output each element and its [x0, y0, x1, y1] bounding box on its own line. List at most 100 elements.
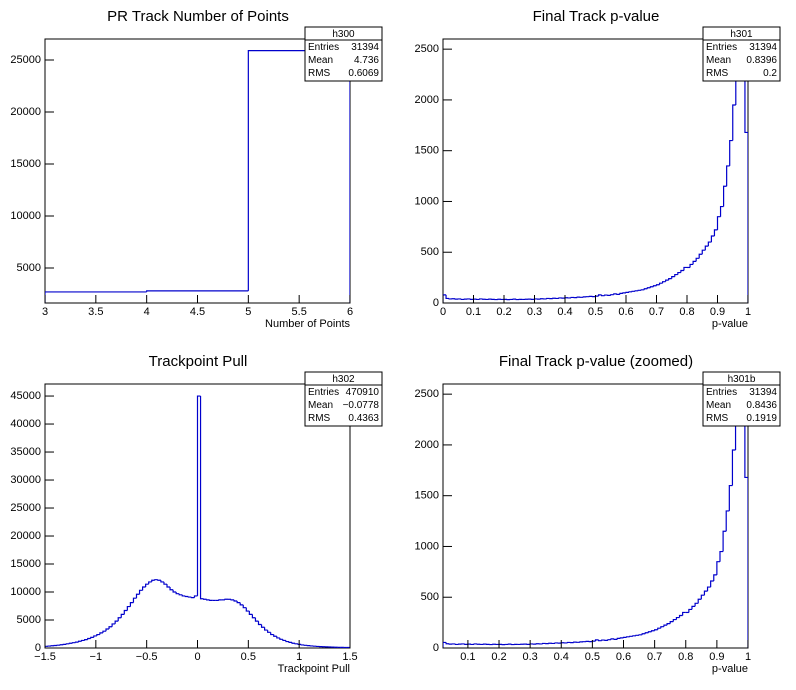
histogram-bin — [649, 286, 654, 288]
x-tick-label: 0.7 — [649, 306, 664, 318]
histogram-bin — [264, 627, 268, 631]
x-tick-label: 6 — [347, 306, 353, 318]
y-tick-label: 40000 — [10, 418, 41, 430]
histogram-bin — [674, 273, 678, 277]
histogram-bin — [196, 395, 201, 596]
x-tick-label: 0.9 — [709, 651, 724, 663]
histogram-bin — [601, 639, 605, 641]
histogram-bin — [672, 618, 677, 622]
x-axis-label: Trackpoint Pull — [278, 663, 350, 675]
x-tick-label: 0 — [440, 306, 446, 318]
histogram-bin — [742, 0, 745, 9]
histogram-bin — [193, 595, 198, 598]
x-tick-label: 0.1 — [466, 306, 481, 318]
plot-area — [45, 50, 350, 303]
plot-area — [45, 395, 350, 648]
frame — [442, 38, 749, 304]
x-tick-label: 0.3 — [527, 306, 542, 318]
x-tick-label: 0 — [194, 651, 200, 663]
x-tick-label: 0.5 — [585, 651, 600, 663]
histogram-bin — [138, 589, 143, 595]
histogram-bin — [157, 579, 161, 581]
histogram-bin — [631, 290, 636, 292]
chart-title: Final Track p-value (zoomed) — [499, 353, 693, 370]
stats-value: 470910 — [346, 387, 380, 398]
y-tick-label: 35000 — [10, 446, 41, 458]
histogram-bin — [224, 598, 228, 600]
histogram-bin — [619, 637, 624, 639]
y-tick-label: 500 — [421, 246, 439, 258]
histogram-bin — [677, 271, 681, 275]
histogram-bin — [190, 597, 195, 599]
histogram-bin — [282, 639, 286, 642]
y-tick-label: 25000 — [10, 54, 41, 66]
y-tick-label: 2000 — [415, 94, 439, 106]
histogram-bin — [716, 561, 720, 575]
histogram-bin — [184, 595, 189, 598]
histogram-bin — [77, 640, 82, 643]
stats-label: Mean — [308, 55, 333, 66]
histogram-bin — [637, 289, 642, 291]
histogram-bin — [267, 630, 271, 633]
histogram-bin — [647, 631, 652, 633]
histogram-bin — [671, 276, 675, 279]
stats-label: Mean — [706, 55, 731, 66]
histogram-bin — [662, 281, 666, 284]
stats-value: 31394 — [749, 42, 777, 53]
histogram-bin — [242, 604, 247, 609]
histogram-bin — [273, 634, 277, 637]
histogram-bin — [716, 216, 721, 230]
stats-value: 31394 — [749, 387, 777, 398]
y-tick-label: 2500 — [415, 388, 439, 400]
stats-label: RMS — [308, 413, 331, 424]
x-tick-label: 0.8 — [679, 306, 694, 318]
histogram-bin — [81, 639, 85, 642]
histogram-bin — [460, 298, 465, 301]
histogram-bin — [454, 643, 459, 646]
histogram-bin — [683, 266, 687, 271]
x-tick-label: 0.9 — [710, 306, 725, 318]
x-tick-label: 0.8 — [678, 651, 693, 663]
x-tick-label: −0.5 — [136, 651, 158, 663]
x-tick-label: 1.5 — [342, 651, 357, 663]
histogram-bin — [123, 609, 128, 615]
histogram-bin — [598, 639, 602, 642]
histogram-bin — [566, 641, 571, 644]
histogram-bin — [260, 624, 265, 628]
x-tick-label: 5.5 — [292, 306, 307, 318]
histogram-bin — [151, 579, 155, 582]
histogram-bin — [744, 39, 748, 303]
x-tick-label: 0.4 — [557, 306, 572, 318]
histogram-bin — [666, 623, 671, 626]
frame — [442, 383, 749, 649]
x-tick-label: 0.5 — [588, 306, 603, 318]
y-tick-label: 15000 — [10, 158, 41, 170]
stats-box: h300 Entries 31394 Mean 4.736 RMS 0.6069 — [304, 26, 383, 82]
histogram-bin — [294, 643, 299, 645]
stats-box: h301b Entries 31394 Mean 0.8436 RMS 0.1919 — [702, 371, 781, 427]
histogram-bin — [701, 249, 706, 255]
histogram-bin — [300, 644, 305, 646]
histogram-bin — [443, 641, 447, 648]
plot-area — [443, 384, 748, 648]
x-axis-label: p-value — [712, 318, 748, 330]
x-tick-label: 4.5 — [190, 306, 205, 318]
stats-frame — [304, 371, 383, 427]
histogram-bin — [448, 298, 453, 300]
histogram-bin — [695, 257, 700, 262]
histogram-bin — [554, 642, 559, 644]
x-tick-label: 0.7 — [647, 651, 662, 663]
histogram-bin — [573, 641, 577, 643]
stats-value: 4.736 — [354, 55, 379, 66]
histogram-bin — [126, 605, 131, 611]
histogram-bin — [257, 621, 262, 626]
y-tick-label: 0 — [433, 642, 439, 654]
histogram-bin — [291, 642, 296, 644]
histogram-bin — [707, 241, 712, 247]
x-tick-label: 0.5 — [241, 651, 256, 663]
histogram-bin — [604, 294, 608, 296]
histogram-bin — [635, 634, 640, 636]
stats-label: RMS — [706, 413, 729, 424]
